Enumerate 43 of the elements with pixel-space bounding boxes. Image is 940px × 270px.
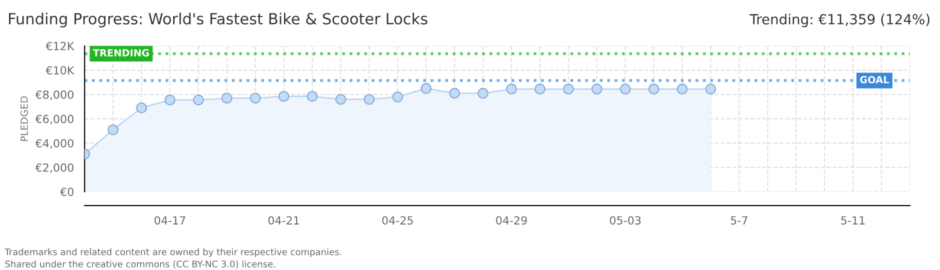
chart-title: Funding Progress: World's Fastest Bike & Scooter Locks bbox=[9, 12, 428, 28]
point bbox=[108, 124, 118, 136]
y-tick-label: €10K bbox=[46, 66, 74, 75]
x-tick-label: 05-03 bbox=[610, 216, 641, 225]
point bbox=[648, 84, 660, 94]
text: Trending: €11,359 (124%) bbox=[750, 14, 930, 28]
text: Shared under the creative commons (CC BY-NC 3.0) license. bbox=[5, 260, 276, 268]
point bbox=[222, 92, 232, 104]
x-tick-label: 5-11 bbox=[841, 216, 865, 225]
point bbox=[164, 94, 176, 106]
point bbox=[563, 84, 574, 94]
x-tick-label: 04-17 bbox=[154, 216, 186, 225]
y-tick-label: €6,000 bbox=[35, 114, 74, 124]
point bbox=[392, 92, 404, 102]
point bbox=[534, 84, 546, 94]
y-axis-title: PLEDGED bbox=[20, 96, 28, 141]
point bbox=[250, 92, 261, 104]
point bbox=[335, 94, 346, 105]
x-tick-label: 04-29 bbox=[496, 216, 527, 225]
point bbox=[136, 102, 147, 114]
point bbox=[478, 88, 488, 99]
point bbox=[306, 90, 318, 102]
ref-line-label: TRENDING bbox=[92, 49, 149, 57]
ref-line-label: GOAL bbox=[860, 76, 890, 84]
point bbox=[620, 84, 631, 94]
x-tick-label: 04-25 bbox=[382, 216, 413, 225]
point bbox=[506, 84, 517, 94]
y-tick-label: €12K bbox=[46, 42, 74, 50]
point bbox=[420, 83, 432, 94]
point bbox=[676, 84, 688, 94]
x-tick-label: 5-7 bbox=[730, 216, 748, 225]
point bbox=[193, 94, 204, 106]
text: Trademarks and related content are owned by their respective companies. bbox=[4, 248, 342, 258]
y-tick-label: €0 bbox=[60, 188, 74, 196]
y-tick-label: €2,000 bbox=[35, 163, 74, 173]
x-tick-label: 04-21 bbox=[268, 216, 299, 225]
y-tick-label: €4,000 bbox=[35, 139, 74, 149]
y-tick-label: €8,000 bbox=[35, 90, 74, 100]
point bbox=[278, 90, 290, 102]
point bbox=[449, 88, 460, 99]
point bbox=[364, 94, 375, 105]
point bbox=[705, 84, 716, 94]
point bbox=[591, 84, 602, 94]
